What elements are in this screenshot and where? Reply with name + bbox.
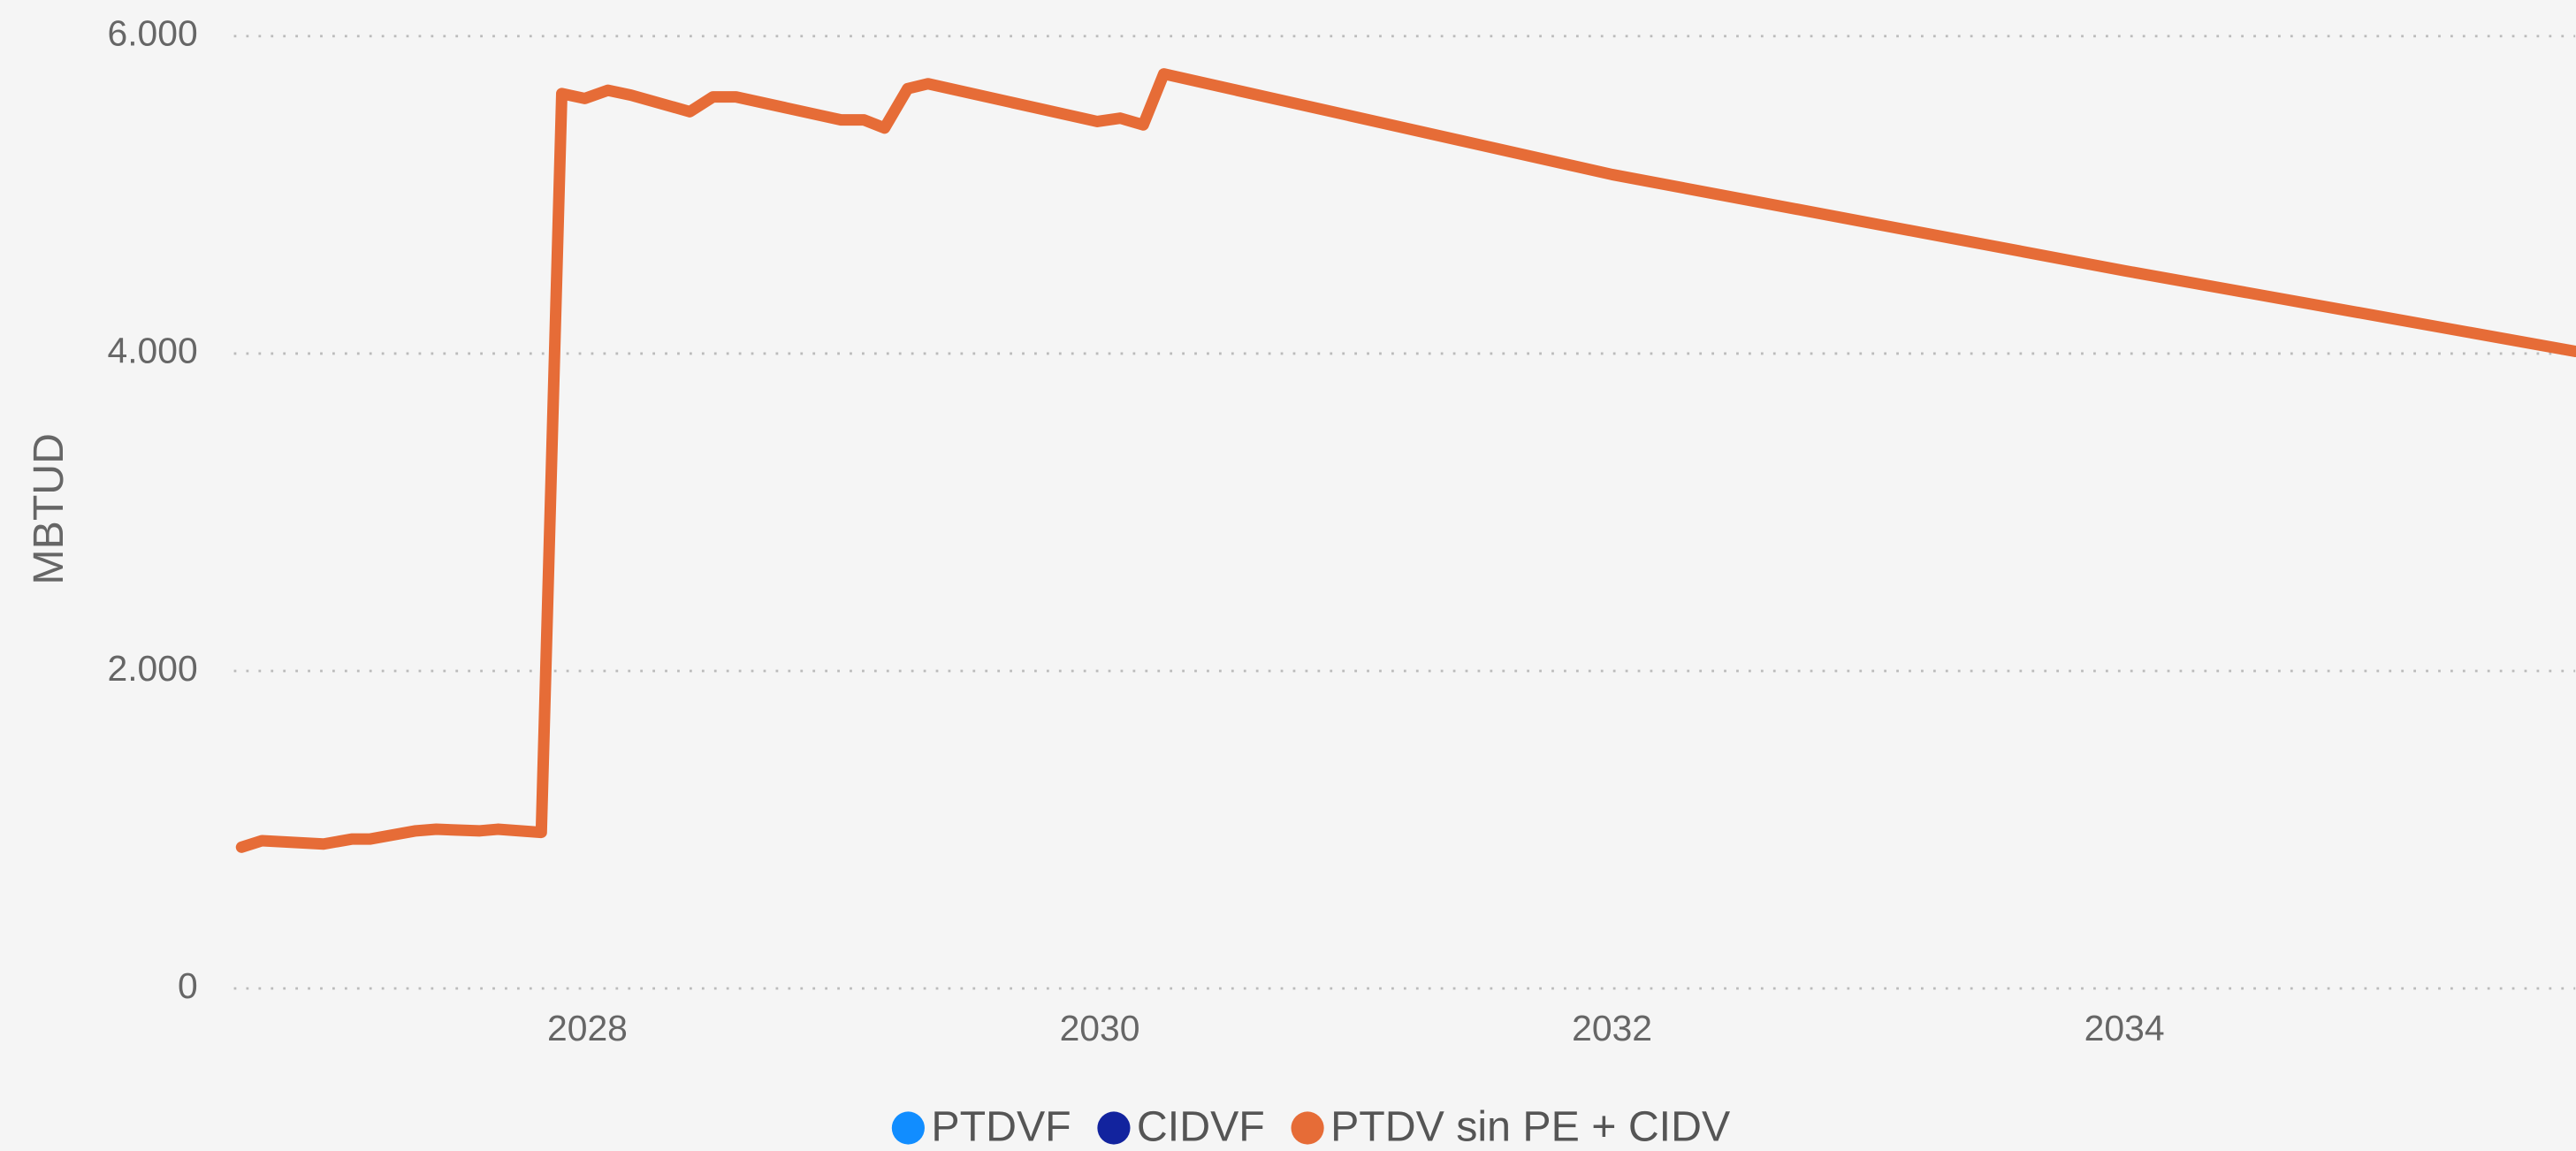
y-tick-label: 0 <box>178 965 198 1006</box>
x-tick-label: 2028 <box>547 1008 628 1048</box>
y-tick-label: 6.000 <box>107 13 197 54</box>
x-tick-label: 2032 <box>1572 1008 1652 1048</box>
y-tick-label: 4.000 <box>107 331 197 371</box>
legend-label: PTDVF <box>931 1103 1071 1151</box>
legend-label: PTDV sin PE + CIDV <box>1330 1103 1730 1151</box>
x-tick-label: 2030 <box>1060 1008 1140 1048</box>
legend-marker <box>1291 1111 1324 1145</box>
legend-marker <box>891 1111 925 1145</box>
line-series <box>235 68 2576 853</box>
y-tick-label: 2.000 <box>107 648 197 689</box>
legend-label: CIDVF <box>1137 1103 1265 1151</box>
y-axis-title: MBTUD <box>25 433 72 585</box>
legend-marker <box>1097 1111 1131 1145</box>
x-tick-label: 2034 <box>2084 1008 2165 1048</box>
